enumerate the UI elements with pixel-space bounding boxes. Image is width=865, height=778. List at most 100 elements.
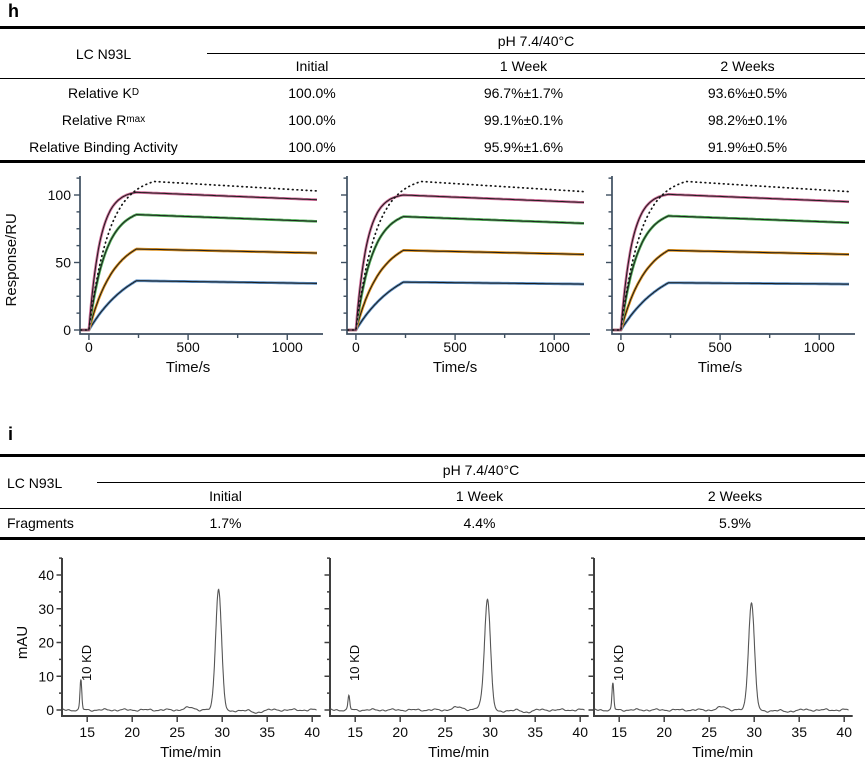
x-axis-title: Time/min — [692, 744, 753, 761]
panel_h-column-header: 2 Weeks — [630, 54, 865, 79]
spr-fit-conc-mid-low — [613, 249, 849, 331]
x-axis-title: Time/s — [166, 359, 210, 376]
spr-series-reference-dotted — [347, 180, 585, 331]
fragment-peak-annotation: 10 KD — [347, 645, 362, 681]
panel_h-value-cell: 100.0% — [288, 138, 336, 155]
panel_h-value-cell: 95.9%±1.6% — [483, 138, 564, 155]
spr-series-conc-high — [613, 192, 850, 332]
spr-fit-conc-high — [81, 191, 318, 331]
sec-chromatogram-charts: 0 10 20 30 40 15 20 25 30 35 40 Time/min mAU 10 KD 15 2… — [14, 557, 853, 761]
axis-line — [593, 558, 853, 717]
spr-series-reference-dotted — [80, 180, 318, 331]
sec-trace — [594, 601, 849, 713]
panel_h-value-cell: 100.0% — [288, 84, 336, 101]
x-tick-label: 35 — [259, 724, 275, 740]
panel_h-corner-label: LC N93L — [0, 29, 207, 79]
panel_h-column-header: 1 Week — [417, 54, 630, 79]
spr-fit-conc-mid-high — [348, 216, 584, 331]
panel_h-condition-header: pH 7.4/40°C — [207, 29, 865, 54]
spr-fit-conc-mid-low — [348, 249, 584, 331]
x-tick-label: 500 — [708, 339, 732, 355]
x-axis-title: Time/min — [428, 744, 489, 761]
fragment-peak-annotation: 10 KD — [611, 645, 626, 681]
spr-fit-conc-high — [613, 193, 850, 331]
x-tick-label: 20 — [656, 724, 672, 740]
sec-trace — [62, 588, 317, 714]
spr-series-conc-mid-high — [81, 213, 317, 332]
sec-chart-1-week: 15 20 25 30 35 40 Time/min 10 KD — [324, 557, 589, 761]
panel-h-label: h — [8, 1, 19, 21]
x-tick-label: 0 — [617, 339, 625, 355]
x-tick-label: 15 — [79, 724, 95, 740]
spr-series-conc-mid-low — [613, 248, 849, 332]
panel-h-table: LC N93L pH 7.4/40°C Initial 1 Week 2 Weeks Re… — [0, 26, 865, 163]
spr-series-conc-low — [613, 281, 849, 332]
y-axis-title: mAU — [14, 626, 31, 659]
spr-series-conc-mid-low — [348, 248, 584, 332]
panel_i-row-label: Fragments — [7, 515, 74, 531]
x-tick-label: 35 — [527, 724, 543, 740]
panel_i-column-header: Initial — [97, 483, 354, 509]
y-tick-label: 20 — [38, 635, 54, 651]
fragment-peak-annotation: 10 KD — [79, 645, 94, 681]
sec-chart-initial: 0 10 20 30 40 15 20 25 30 35 40 Time/min mAU 10 KD — [14, 557, 321, 761]
spr-fit-conc-mid-low — [81, 248, 317, 331]
x-tick-label: 500 — [176, 339, 200, 355]
y-tick-label: 0 — [63, 322, 71, 338]
x-tick-label: 500 — [443, 339, 467, 355]
spr-series-conc-high — [348, 193, 585, 332]
axis-line — [61, 558, 321, 717]
y-tick-label: 30 — [38, 601, 54, 617]
sec-trace — [330, 598, 585, 714]
y-axis-title: Response/RU — [3, 213, 20, 306]
panel_h-column-header: Initial — [207, 54, 417, 79]
x-axis-title: Time/min — [160, 744, 221, 761]
x-tick-label: 1000 — [539, 339, 570, 355]
panel_h-value-cell: 96.7%±1.7% — [483, 84, 564, 101]
panel_i-corner-label: LC N93L — [0, 457, 97, 509]
x-tick-label: 30 — [482, 724, 498, 740]
x-tick-label: 40 — [304, 724, 320, 740]
y-tick-label: 0 — [46, 702, 54, 718]
spr-series-reference-dotted — [612, 180, 850, 331]
x-tick-label: 0 — [85, 339, 93, 355]
panel-i-label: i — [8, 424, 14, 444]
x-tick-label: 1000 — [272, 339, 303, 355]
spr-chart-2-weeks: 0 500 1000 Time/s — [606, 176, 855, 376]
x-axis-title: Time/s — [433, 359, 477, 376]
spr-fit-conc-mid-high — [81, 214, 317, 331]
x-tick-label: 15 — [347, 724, 363, 740]
x-tick-label: 30 — [746, 724, 762, 740]
x-tick-label: 25 — [701, 724, 717, 740]
spr-fit-conc-low — [348, 281, 584, 331]
x-tick-label: 40 — [836, 724, 852, 740]
x-tick-label: 1000 — [804, 339, 835, 355]
panel_h-value-cell: 91.9%±0.5% — [707, 138, 788, 155]
y-tick-label: 100 — [48, 187, 72, 203]
spr-fit-conc-low — [81, 280, 317, 331]
x-tick-label: 40 — [572, 724, 588, 740]
panel_i-column-header: 1 Week — [354, 483, 605, 509]
x-tick-label: 25 — [437, 724, 453, 740]
spr-chart-1-week: 0 500 1000 Time/s — [341, 176, 590, 376]
x-tick-label: 20 — [392, 724, 408, 740]
x-tick-label: 15 — [611, 724, 627, 740]
sec-chart-2-weeks: 15 20 25 30 35 40 Time/min 10 KD — [588, 557, 853, 761]
panel_h-value-cell: 100.0% — [288, 111, 336, 128]
panel_h-value-cell: 93.6%±0.5% — [707, 84, 788, 101]
y-tick-label: 10 — [38, 668, 54, 684]
panel_i-value-cell: 1.7% — [209, 515, 242, 531]
y-tick-label: 50 — [55, 255, 71, 271]
panel_i-value-cell: 4.4% — [463, 515, 496, 531]
spr-fit-conc-high — [348, 194, 585, 331]
spr-series-conc-low — [81, 279, 317, 332]
spr-series-conc-mid-high — [613, 214, 850, 332]
x-tick-label: 30 — [214, 724, 230, 740]
x-tick-label: 0 — [352, 339, 360, 355]
spr-fit-conc-low — [613, 282, 849, 331]
